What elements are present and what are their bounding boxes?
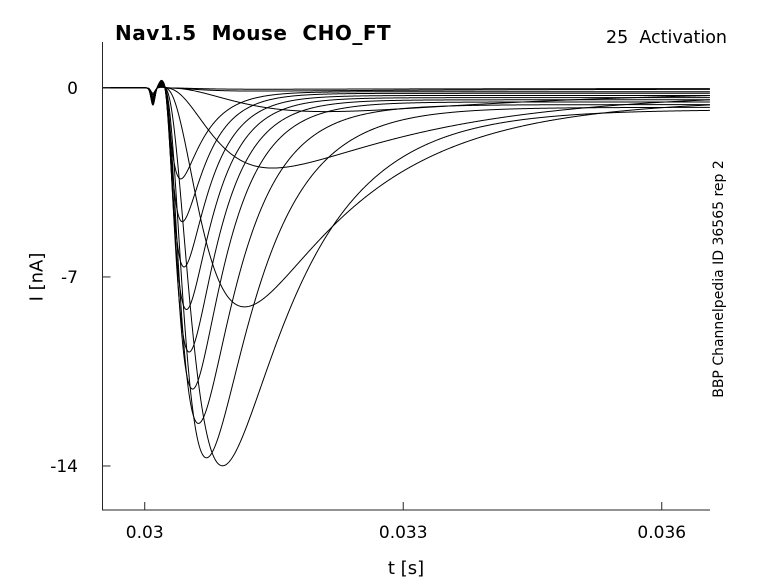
current-trace-trace-06 — [102, 84, 710, 467]
y-tick-label: -7 — [61, 268, 78, 288]
y-tick-label: -14 — [50, 457, 78, 477]
current-trace-trace-04 — [102, 85, 710, 169]
page-title: Nav1.5 Mouse CHO_FT — [115, 21, 392, 45]
protocol-annotation: 25 Activation — [605, 28, 727, 48]
current-trace-trace-08 — [102, 83, 710, 424]
current-trace-trace-14 — [102, 79, 710, 180]
y-tick-label: 0 — [67, 79, 78, 99]
current-trace-trace-11 — [102, 81, 710, 310]
x-tick-label: 0.036 — [637, 523, 686, 543]
current-trace-trace-09 — [102, 82, 710, 390]
current-trace-trace-13 — [102, 80, 710, 223]
current-trace-trace-07 — [102, 83, 710, 459]
x-axis-label: t [s] — [387, 558, 425, 579]
current-trace-trace-02 — [102, 86, 710, 96]
current-trace-trace-01 — [102, 86, 710, 94]
current-trace-trace-12 — [102, 80, 710, 268]
current-trace-trace-10 — [102, 82, 710, 353]
x-tick-label: 0.03 — [126, 523, 164, 543]
x-tick-label: 0.033 — [379, 523, 428, 543]
